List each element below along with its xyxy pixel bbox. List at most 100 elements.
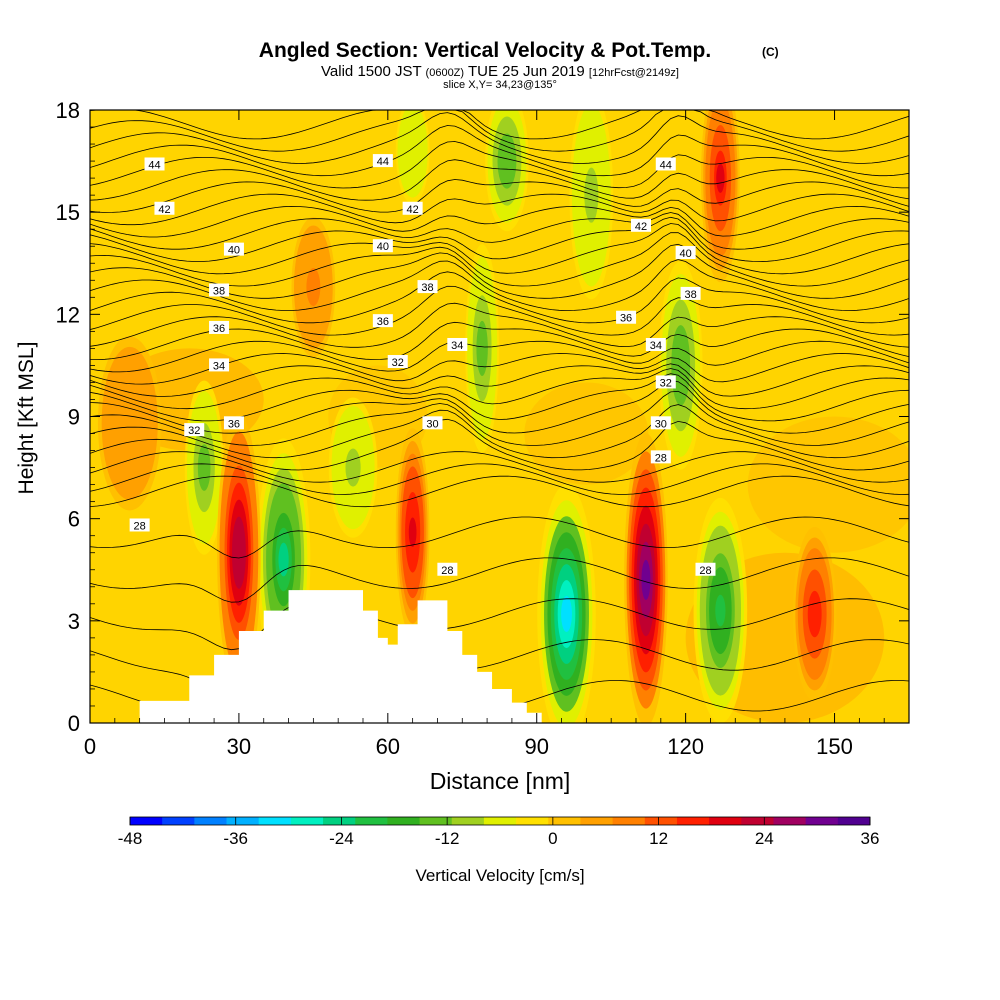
valid-date: TUE 25 Jun 2019: [468, 63, 585, 80]
updraft-cell-10: [217, 414, 261, 691]
y-axis-label: Height [Kft MSL]: [15, 342, 38, 495]
contour-label-box: [650, 416, 671, 430]
contour-label-text: 36: [620, 313, 632, 325]
cell-ring: [810, 601, 820, 627]
contour-label: 36: [223, 416, 244, 430]
colorbar-tick-label: -24: [329, 829, 354, 848]
contour-label-text: 34: [451, 340, 463, 352]
chart-title: Angled Section: Vertical Velocity & Pot.…: [259, 39, 711, 62]
downdraft-cell-2: [693, 497, 748, 723]
contour-label-box: [223, 416, 244, 430]
cell-ring: [478, 333, 486, 364]
theta-contour-line: [90, 340, 909, 373]
colorbar-swatch: [644, 817, 678, 825]
theta-contour-line: [90, 216, 909, 262]
theta-contour-line: [90, 125, 909, 177]
contour-label-text: 28: [699, 565, 711, 577]
contour-label-box: [630, 218, 651, 232]
contour-label-box: [417, 280, 438, 294]
contour-label-box: [402, 201, 423, 215]
cell-ring: [308, 276, 318, 298]
contour-label-box: [387, 355, 408, 369]
x-tick-label: 90: [524, 734, 548, 759]
theta-contour-line: [90, 380, 909, 434]
contour-label-box: [655, 157, 676, 171]
y-tick-label: 9: [68, 405, 80, 430]
colorbar-label: Vertical Velocity [cm/s]: [415, 866, 584, 885]
cell-ring: [348, 457, 358, 479]
terrain-mask: [90, 590, 909, 723]
colorbar-swatch: [741, 817, 774, 825]
contour-label-text: 38: [421, 282, 433, 294]
downdraft-cell-4: [465, 244, 500, 453]
cell-ring: [408, 142, 417, 160]
contour-label-text: 40: [680, 248, 692, 260]
title-copyright: (C): [762, 45, 779, 59]
downdraft-cell-0: [537, 484, 596, 723]
x-tick-label: 120: [667, 734, 704, 759]
contour-label-box: [372, 154, 393, 168]
contour-label-text: 34: [213, 360, 225, 372]
colorbar-tick-label: 24: [755, 829, 774, 848]
contour-label-text: 34: [650, 340, 662, 352]
x-tick-label: 30: [227, 734, 251, 759]
contour-label: 44: [372, 154, 393, 168]
velocity-cells: [97, 110, 837, 723]
updraft-cell-15: [291, 216, 336, 358]
contour-label-text: 32: [660, 377, 672, 389]
colorbar-swatch: [516, 817, 549, 825]
theta-contour-line: [90, 475, 909, 508]
colorbar-tick-label: -36: [223, 829, 248, 848]
valid-time-line: Valid 1500 JST (0600Z) TUE 25 Jun 2019 […: [321, 63, 679, 80]
contour-label: 42: [630, 218, 651, 233]
contour-label-box: [437, 562, 458, 576]
contour-label: 44: [655, 157, 676, 171]
contour-label-text: 36: [377, 316, 389, 328]
contour-label-box: [650, 450, 671, 464]
colorbar-swatch: [580, 817, 614, 825]
x-tick-label: 0: [84, 734, 96, 759]
downdraft-cell-7: [328, 397, 378, 538]
contour-label-box: [372, 239, 393, 253]
contour-label: 34: [209, 358, 230, 372]
y-tick-label: 12: [56, 302, 80, 327]
contour-label: 34: [447, 337, 468, 352]
x-axis-label: Distance [nm]: [430, 768, 571, 794]
colorbar-tick-label: 0: [548, 829, 557, 848]
cell-ring: [676, 350, 686, 381]
colorbar-swatch: [676, 817, 710, 825]
downdraft-cell-8: [569, 110, 614, 300]
colorbar-swatch: [773, 817, 807, 825]
colorbar-swatch: [612, 817, 646, 825]
contour-label: 32: [387, 355, 408, 369]
contour-label-box: [144, 157, 165, 171]
contour-label-text: 44: [660, 159, 672, 171]
theta-contour-line: [90, 205, 909, 238]
contour-label: 28: [695, 562, 716, 577]
cell-ring: [716, 163, 725, 193]
colorbar-swatch: [548, 817, 581, 825]
contour-label-box: [129, 518, 150, 532]
contour-label: 28: [437, 562, 458, 577]
colorbar-tick-label: 12: [649, 829, 668, 848]
contour-label-text: 32: [392, 357, 404, 369]
contour-label-text: 42: [158, 204, 170, 216]
theta-contour-line: [90, 212, 909, 250]
theta-contour-line: [90, 112, 909, 164]
theta-contour-line: [90, 110, 909, 152]
theta-contour-line: [90, 516, 909, 559]
contour-label: 36: [209, 320, 230, 335]
theta-contour-line: [90, 363, 909, 397]
colorbar-swatch: [323, 817, 356, 825]
colorbar-swatch: [290, 817, 324, 825]
theta-contour-line: [90, 404, 909, 459]
contour-label-box: [645, 337, 666, 351]
valid-forecast: [12hrFcst@2149z]: [589, 67, 679, 79]
contour-label: 38: [209, 283, 230, 297]
contour-label-text: 28: [441, 565, 453, 577]
colorbar-swatch: [130, 817, 163, 825]
colorbar-swatch: [258, 817, 292, 825]
theta-contour-line: [90, 285, 909, 336]
theta-contour-line: [90, 159, 909, 201]
